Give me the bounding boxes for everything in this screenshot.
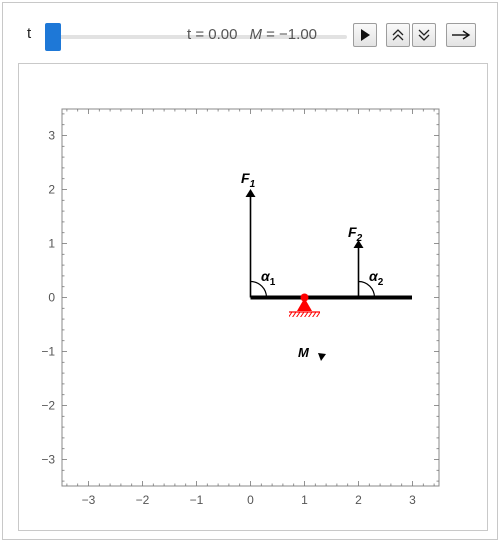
x-tick-label: −1 bbox=[190, 493, 204, 507]
label-f1: F1 bbox=[241, 170, 256, 190]
label-moment: M bbox=[298, 345, 310, 360]
x-tick-label: 3 bbox=[409, 493, 416, 507]
y-tick-label: −1 bbox=[41, 345, 55, 359]
x-tick-label: 2 bbox=[355, 493, 362, 507]
y-tick-label: 2 bbox=[48, 183, 55, 197]
label-alpha2: α2 bbox=[369, 268, 384, 288]
label-alpha1: α1 bbox=[261, 268, 276, 288]
y-tick-label: 3 bbox=[48, 129, 55, 143]
x-tick-label: −2 bbox=[136, 493, 150, 507]
axis-tick-labels: −3 −2 −1 0 1 2 3 3 2 1 0 −1 −2 −3 bbox=[41, 129, 416, 508]
x-tick-label: −3 bbox=[82, 493, 96, 507]
y-tick-label: −2 bbox=[41, 399, 55, 413]
y-tick-label: 0 bbox=[48, 291, 55, 305]
label-f2: F2 bbox=[348, 224, 363, 244]
moment-icon bbox=[318, 353, 326, 361]
x-tick-label: 0 bbox=[247, 493, 254, 507]
y-tick-label: −3 bbox=[41, 453, 55, 467]
y-tick-label: 1 bbox=[48, 237, 55, 251]
x-tick-label: 1 bbox=[301, 493, 308, 507]
